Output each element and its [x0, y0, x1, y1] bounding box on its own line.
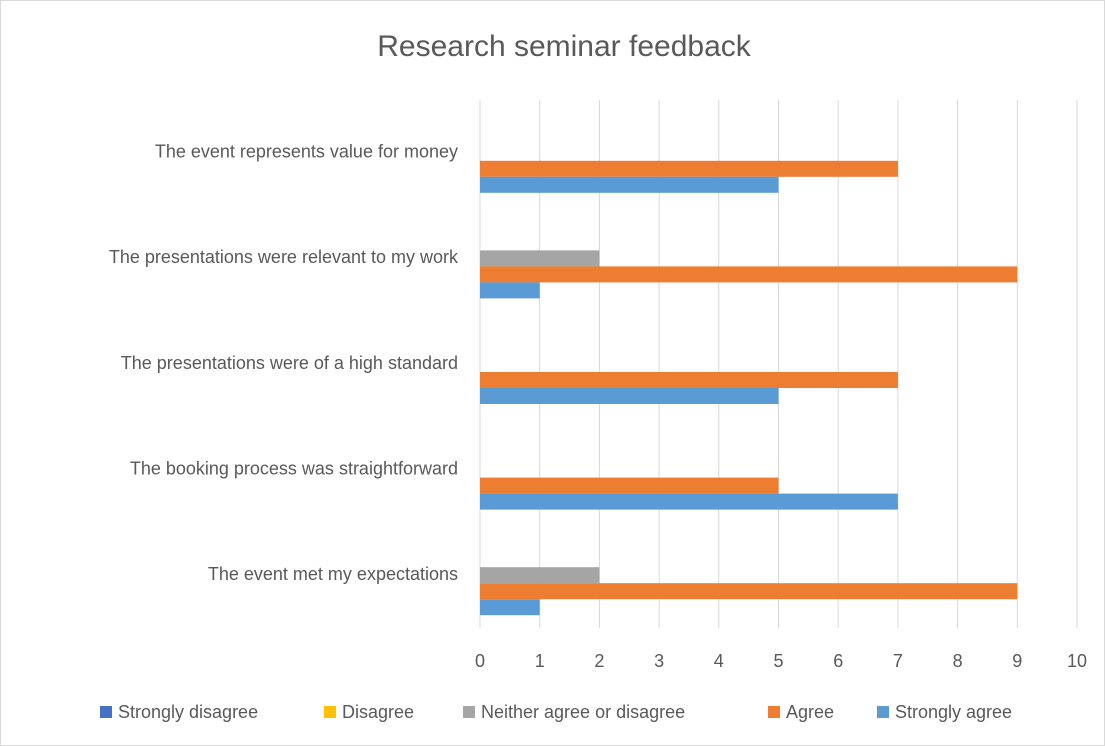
bar — [480, 266, 1018, 283]
bar — [480, 567, 600, 584]
bar — [480, 372, 898, 388]
bar — [480, 493, 898, 510]
bar — [480, 583, 1018, 600]
x-tick-label: 0 — [475, 651, 485, 671]
y-tick-label: The event met my expectations — [208, 564, 458, 584]
legend-swatch — [100, 706, 112, 718]
y-tick-label: The presentations were relevant to my wo… — [109, 247, 459, 267]
x-tick-label: 1 — [535, 651, 545, 671]
y-tick-label: The booking process was straightforward — [130, 458, 458, 478]
bar — [480, 388, 779, 404]
legend-label: Strongly agree — [895, 702, 1012, 722]
bar — [480, 176, 779, 193]
x-tick-label: 8 — [953, 651, 963, 671]
x-tick-label: 6 — [833, 651, 843, 671]
y-tick-label: The presentations were of a high standar… — [121, 353, 458, 373]
bar — [480, 160, 898, 177]
bar — [480, 477, 779, 494]
legend-label: Neither agree or disagree — [481, 702, 685, 722]
bar — [480, 599, 540, 616]
x-tick-label: 5 — [773, 651, 783, 671]
y-tick-label: The event represents value for money — [155, 142, 458, 162]
bar — [480, 250, 600, 267]
legend-swatch — [324, 706, 336, 718]
legend-swatch — [463, 706, 475, 718]
chart-title: Research seminar feedback — [377, 30, 752, 63]
bar — [480, 282, 540, 299]
legend-label: Disagree — [342, 702, 414, 722]
legend-label: Agree — [786, 702, 834, 722]
legend-label: Strongly disagree — [118, 702, 258, 722]
x-tick-label: 2 — [594, 651, 604, 671]
x-tick-label: 7 — [893, 651, 903, 671]
x-tick-label: 9 — [1012, 651, 1022, 671]
x-tick-label: 4 — [714, 651, 724, 671]
legend-swatch — [768, 706, 780, 718]
x-tick-label: 10 — [1067, 651, 1087, 671]
legend-swatch — [877, 706, 889, 718]
x-tick-label: 3 — [654, 651, 664, 671]
